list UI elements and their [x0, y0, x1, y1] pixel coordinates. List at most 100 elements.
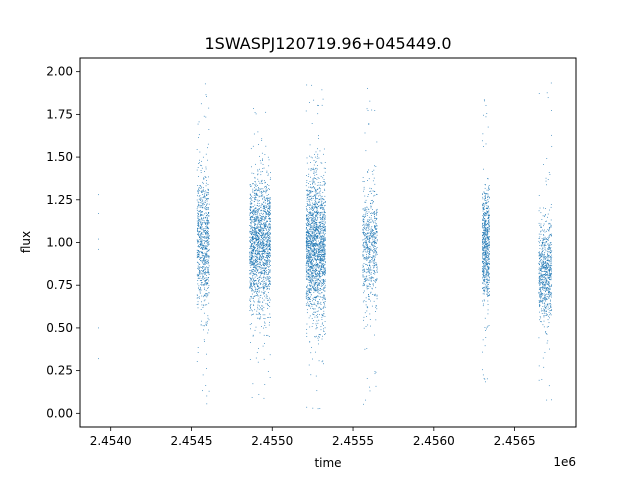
data-point — [374, 265, 375, 267]
data-point — [318, 270, 320, 272]
data-point — [312, 274, 313, 276]
data-point — [324, 248, 326, 250]
data-point — [310, 248, 312, 250]
data-point — [268, 188, 270, 189]
data-point — [270, 232, 271, 234]
data-point — [317, 235, 318, 237]
data-point — [256, 288, 258, 290]
data-point — [200, 202, 202, 204]
data-point — [257, 246, 259, 248]
data-point — [368, 294, 369, 296]
data-point — [259, 231, 261, 233]
data-point — [253, 260, 255, 262]
data-point — [367, 285, 368, 287]
data-point — [203, 258, 204, 259]
data-point — [309, 290, 310, 292]
data-point — [257, 239, 259, 240]
data-point — [205, 246, 207, 248]
data-point — [263, 286, 265, 288]
data-point — [204, 272, 206, 274]
data-point — [369, 260, 371, 261]
data-point — [311, 284, 313, 286]
data-point — [308, 298, 310, 300]
data-point — [324, 221, 326, 223]
data-point — [306, 271, 307, 273]
data-point — [322, 242, 324, 244]
data-point — [324, 284, 326, 286]
data-point — [257, 174, 259, 176]
data-point — [373, 300, 375, 302]
data-point — [257, 254, 259, 255]
data-point — [310, 195, 312, 197]
data-point — [316, 297, 317, 299]
data-point — [202, 197, 204, 199]
data-point — [363, 327, 365, 329]
data-point — [369, 260, 371, 262]
data-point — [312, 300, 313, 302]
data-point — [307, 193, 309, 195]
data-point — [309, 305, 311, 307]
data-point — [310, 162, 311, 163]
data-point — [251, 259, 253, 260]
data-point — [253, 237, 255, 239]
data-point — [316, 280, 318, 282]
data-point — [318, 248, 320, 250]
data-point — [261, 270, 263, 272]
data-point — [202, 273, 204, 274]
data-point — [311, 206, 313, 208]
data-point — [262, 251, 264, 252]
data-point — [307, 299, 309, 301]
data-point — [486, 264, 487, 266]
data-point — [262, 345, 264, 347]
data-point — [264, 227, 266, 229]
data-point — [322, 199, 324, 200]
data-point — [200, 246, 202, 248]
data-point — [366, 255, 367, 257]
data-point — [261, 195, 263, 197]
data-point — [257, 269, 259, 271]
data-point — [253, 281, 254, 283]
data-point — [253, 230, 255, 232]
data-point — [267, 261, 268, 263]
data-point — [253, 246, 255, 247]
data-point — [252, 206, 254, 208]
data-point — [257, 185, 258, 186]
data-point — [318, 243, 320, 245]
data-point — [307, 244, 309, 246]
data-point — [306, 262, 308, 263]
data-point — [202, 253, 204, 255]
data-point — [254, 241, 256, 242]
data-point — [261, 326, 262, 327]
data-point — [306, 250, 308, 252]
data-point — [202, 277, 204, 279]
data-point — [363, 214, 365, 216]
data-point — [208, 241, 210, 242]
data-point — [254, 176, 256, 178]
data-point — [251, 283, 253, 284]
data-point — [309, 202, 311, 204]
data-point — [306, 214, 307, 216]
data-point — [198, 121, 200, 123]
data-point — [363, 233, 365, 235]
data-point — [205, 202, 206, 204]
data-point — [258, 235, 260, 237]
data-point — [307, 190, 309, 192]
data-point — [257, 266, 259, 267]
data-point — [370, 207, 372, 209]
data-point — [316, 284, 318, 286]
data-point — [319, 212, 321, 214]
data-point — [315, 226, 317, 228]
data-point — [253, 133, 255, 135]
data-point — [267, 317, 269, 318]
data-point — [311, 234, 313, 236]
data-point — [305, 185, 307, 187]
data-point — [253, 214, 254, 216]
data-point — [260, 271, 262, 273]
data-point — [267, 200, 269, 202]
data-point — [262, 233, 264, 235]
data-point — [260, 223, 262, 225]
data-point — [370, 205, 372, 207]
data-point — [252, 277, 253, 279]
data-point — [269, 217, 271, 219]
data-point — [312, 286, 314, 288]
